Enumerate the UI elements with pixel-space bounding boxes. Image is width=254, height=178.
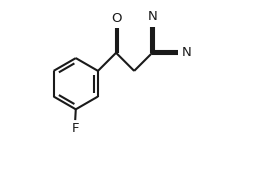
- Text: F: F: [72, 122, 79, 135]
- Text: O: O: [112, 12, 122, 25]
- Text: N: N: [182, 46, 192, 59]
- Text: N: N: [147, 10, 157, 23]
